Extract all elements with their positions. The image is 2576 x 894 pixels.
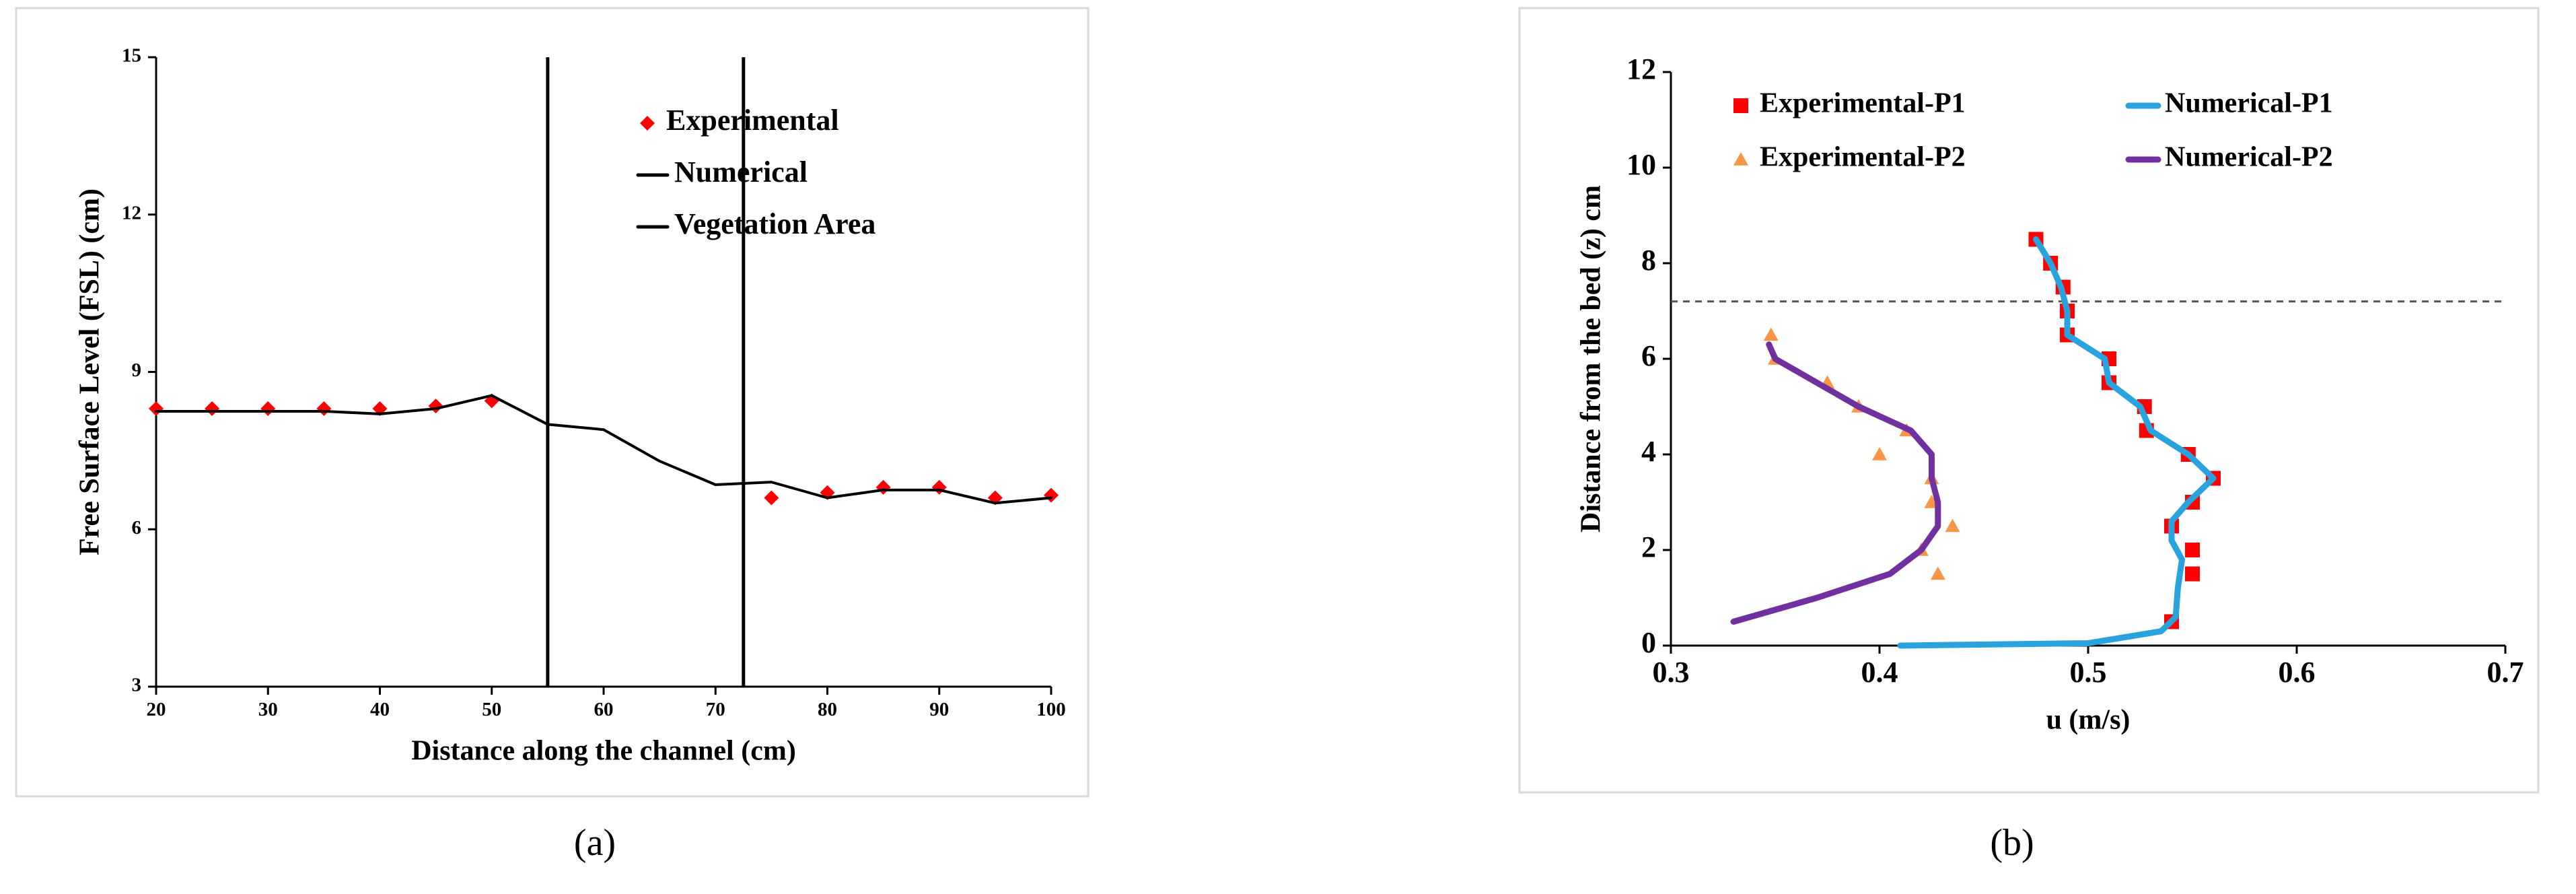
- data-point: [1945, 518, 1960, 532]
- legend-label: Numerical-P1: [2165, 88, 2333, 119]
- y-tick-label: 9: [132, 359, 142, 381]
- y-axis-label: Free Surface Level (FSL) (cm): [75, 188, 106, 555]
- x-tick-label: 0.7: [2487, 656, 2524, 689]
- panel-frame: [15, 7, 1089, 798]
- x-tick-label: 0.5: [2070, 656, 2107, 689]
- numerical-line: [1730, 341, 1941, 625]
- data-point: [2185, 566, 2200, 582]
- legend-swatch: [640, 116, 655, 131]
- y-tick-label: 6: [132, 517, 142, 539]
- x-tick-label: 90: [929, 699, 949, 720]
- x-axis-label: u (m/s): [2046, 705, 2131, 736]
- legend-label: Experimental-P1: [1760, 88, 1966, 119]
- data-point: [1763, 327, 1779, 341]
- x-tick-label: 100: [1036, 699, 1066, 720]
- x-tick-label: 0.6: [2279, 656, 2316, 689]
- legend-label: Experimental-P2: [1760, 142, 1966, 173]
- data-point: [2185, 543, 2200, 557]
- x-tick-label: 50: [482, 699, 501, 720]
- data-point: [316, 401, 332, 417]
- y-tick-label: 8: [1641, 244, 1656, 277]
- legend-label: Experimental: [666, 104, 839, 137]
- legend-swatch: [1733, 152, 1748, 166]
- data-point: [1044, 487, 1059, 503]
- panel-frame: [1518, 7, 2540, 794]
- x-tick-label: 0.3: [1653, 656, 1690, 689]
- y-tick-label: 12: [1626, 53, 1656, 85]
- y-axis-label: Distance from the bed (z) cm: [1576, 185, 1607, 532]
- data-point: [875, 479, 891, 495]
- x-tick-label: 40: [370, 699, 390, 720]
- caption: (b): [1990, 822, 2034, 864]
- y-tick-label: 3: [132, 675, 142, 696]
- data-point: [1872, 447, 1887, 460]
- data-point: [149, 401, 164, 417]
- y-tick-label: 15: [122, 45, 141, 67]
- data-point: [428, 399, 443, 414]
- x-tick-label: 20: [147, 699, 166, 720]
- y-tick-label: 0: [1641, 626, 1656, 659]
- legend-swatch: [1733, 98, 1748, 113]
- data-point: [260, 401, 276, 417]
- caption: (a): [574, 822, 616, 864]
- legend-label: Numerical-P2: [2165, 142, 2333, 173]
- y-tick-label: 2: [1641, 530, 1656, 563]
- y-tick-label: 4: [1641, 435, 1656, 468]
- x-axis-label: Distance along the channel (cm): [411, 736, 796, 767]
- x-tick-label: 0.4: [1861, 656, 1898, 689]
- numerical-line: [1897, 236, 2217, 649]
- data-point: [1930, 566, 1945, 580]
- x-tick-label: 60: [594, 699, 614, 720]
- x-tick-label: 70: [706, 699, 725, 720]
- legend-label: Numerical: [674, 156, 808, 188]
- legend-label: Vegetation Area: [674, 207, 875, 240]
- y-tick-label: 10: [1626, 148, 1656, 181]
- x-tick-label: 30: [258, 699, 278, 720]
- numerical-line: [155, 394, 1052, 505]
- data-point: [764, 490, 779, 506]
- y-tick-label: 12: [122, 202, 141, 224]
- y-tick-label: 6: [1641, 339, 1656, 372]
- data-point: [205, 401, 220, 417]
- x-tick-label: 80: [818, 699, 837, 720]
